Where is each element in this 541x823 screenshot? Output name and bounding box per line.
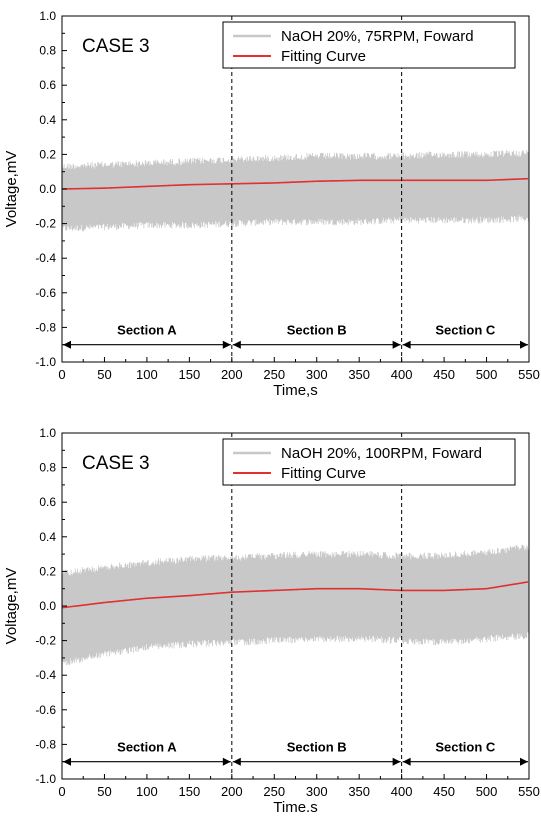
x-tick-label: 50 <box>97 784 111 799</box>
y-tick-label: -0.2 <box>35 217 56 231</box>
y-tick-label: -1.0 <box>35 772 56 786</box>
signal-band <box>62 149 529 232</box>
section-arrowhead-left-2 <box>232 757 241 766</box>
y-tick-label: 1.0 <box>39 9 56 23</box>
y-tick-label: -0.4 <box>35 668 56 682</box>
legend-label-fitting-curve: Fitting Curve <box>281 48 366 65</box>
x-tick-label: 0 <box>58 367 65 382</box>
x-tick-label: 550 <box>518 367 540 382</box>
section-label: Section B <box>287 323 347 338</box>
x-tick-label: 200 <box>221 367 243 382</box>
y-axis-title: Voltage,mV <box>3 151 20 228</box>
x-tick-label: 50 <box>97 367 111 382</box>
y-tick-label: -0.6 <box>35 286 56 300</box>
y-tick-label: 0.6 <box>39 495 56 509</box>
x-tick-label: 100 <box>136 367 158 382</box>
y-tick-label: 0.0 <box>39 182 56 196</box>
section-label: Section B <box>287 740 347 755</box>
x-tick-label: 550 <box>518 784 540 799</box>
section-label: Section C <box>435 740 496 755</box>
y-tick-label: 0.2 <box>39 564 56 578</box>
y-tick-label: 0.4 <box>39 530 56 544</box>
section-label: Section A <box>117 740 177 755</box>
y-tick-label: -0.6 <box>35 703 56 717</box>
x-tick-label: 500 <box>476 784 498 799</box>
x-axis-title: Time,s <box>273 382 317 399</box>
section-arrowhead-right-3 <box>520 757 528 766</box>
legend: NaOH 20%, 75RPM, Foward Fitting Curve <box>222 21 516 69</box>
chart-panel-1: Section A Section B Section C 0 50 100 150 200 2… <box>3 9 540 399</box>
section-arrowhead-right-2 <box>392 757 401 766</box>
section-arrowhead-right-2 <box>392 340 401 349</box>
y-tick-label: -0.2 <box>35 634 56 648</box>
section-arrowhead-right-3 <box>520 340 528 349</box>
x-tick-label: 150 <box>179 784 201 799</box>
y-tick-label: -0.8 <box>35 737 56 751</box>
y-tick-label: 0.2 <box>39 147 56 161</box>
section-label: Section C <box>435 323 496 338</box>
x-tick-label: 350 <box>348 784 370 799</box>
x-tick-label: 500 <box>476 367 498 382</box>
section-arrowhead-right-1 <box>222 340 231 349</box>
x-tick-label: 450 <box>433 367 455 382</box>
x-tick-label: 400 <box>391 784 413 799</box>
y-tick-label: -0.8 <box>35 320 56 334</box>
legend-box <box>222 438 516 486</box>
section-arrowhead-right-1 <box>222 757 231 766</box>
x-tick-label: 300 <box>306 367 328 382</box>
case-annotation: CASE 3 <box>82 36 150 57</box>
x-tick-label: 0 <box>58 784 65 799</box>
y-axis-title: Voltage,mV <box>3 568 20 645</box>
x-tick-label: 450 <box>433 784 455 799</box>
fitting-curve-line <box>61 581 529 609</box>
x-tick-label: 300 <box>306 784 328 799</box>
x-tick-label: 250 <box>263 367 285 382</box>
section-arrowhead-left-3 <box>402 340 411 349</box>
section-arrowhead-left-1 <box>63 340 71 349</box>
section-arrowhead-left-2 <box>232 340 241 349</box>
legend-label-fitting-curve: Fitting Curve <box>281 465 366 482</box>
y-tick-label: -0.4 <box>35 251 56 265</box>
x-tick-label: 350 <box>348 367 370 382</box>
y-tick-label: -1.0 <box>35 355 56 369</box>
x-axis-title: Time.s <box>273 799 317 816</box>
y-tick-label: 1.0 <box>39 426 56 440</box>
section-arrowhead-left-3 <box>402 757 411 766</box>
legend-label-signal: NaOH 20%, 100RPM, Foward <box>281 445 482 462</box>
x-tick-label: 100 <box>136 784 158 799</box>
legend-box <box>222 21 516 69</box>
x-tick-label: 250 <box>263 784 285 799</box>
x-tick-label: 400 <box>391 367 413 382</box>
y-tick-label: 0.6 <box>39 78 56 92</box>
y-tick-label: 0.0 <box>39 599 56 613</box>
chart-panel-2: Section A Section B Section C 0 50 100 150 200 2… <box>3 426 540 816</box>
legend-label-signal: NaOH 20%, 75RPM, Foward <box>281 28 474 45</box>
signal-band <box>62 544 529 666</box>
fitting-curve-line <box>61 177 529 190</box>
y-tick-label: 0.8 <box>39 461 56 475</box>
y-tick-label: 0.4 <box>39 113 56 127</box>
legend: NaOH 20%, 100RPM, Foward Fitting Curve <box>222 438 516 486</box>
case-annotation: CASE 3 <box>82 453 150 474</box>
section-label: Section A <box>117 323 177 338</box>
x-tick-label: 150 <box>179 367 201 382</box>
section-arrowhead-left-1 <box>63 757 71 766</box>
y-tick-label: 0.8 <box>39 44 56 58</box>
x-tick-label: 200 <box>221 784 243 799</box>
